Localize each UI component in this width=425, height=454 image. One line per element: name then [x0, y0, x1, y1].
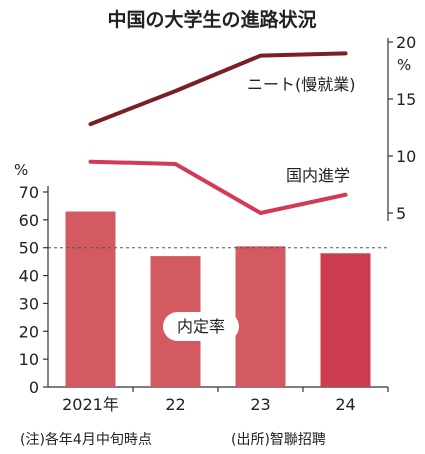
series-label-neet: ニート(慢就業) — [247, 75, 356, 94]
left-tick-label-7: 70 — [19, 183, 39, 202]
right-tick-label-1: 10 — [396, 147, 416, 166]
left-tick-label-0: 0 — [29, 378, 39, 397]
right-tick-label-0: 5 — [396, 204, 406, 223]
x-tick-labels: 2021年 22 23 24 — [62, 387, 389, 414]
right-axis-unit: % — [397, 56, 411, 74]
bar-series-label: 内定率 — [177, 317, 225, 336]
right-axis: 5 10 15 20 — [387, 33, 416, 223]
left-tick-label-1: 10 — [19, 350, 39, 369]
left-tick-label-5: 50 — [19, 239, 39, 258]
chart-source: (出所)智聯招聘 — [231, 432, 326, 448]
series-label-domestic-study: 国内進学 — [286, 166, 350, 185]
lines — [88, 51, 348, 215]
right-tick-label-2: 15 — [396, 90, 416, 109]
bars — [65, 211, 371, 387]
x-tick-label-0: 2021年 — [62, 395, 119, 414]
left-tick-label-2: 20 — [19, 322, 39, 341]
bar-2 — [235, 246, 286, 387]
x-tick-label-3: 24 — [335, 395, 355, 414]
bar-3 — [320, 253, 371, 387]
bar-series-label-pill — [163, 312, 239, 341]
right-tick-label-3: 20 — [396, 33, 416, 52]
bar-0 — [65, 211, 116, 387]
left-axis-unit: % — [14, 161, 28, 179]
x-tick-label-1: 22 — [165, 395, 185, 414]
chart-title: 中国の大学生の進路状況 — [107, 8, 316, 31]
line-series-1 — [88, 159, 348, 215]
left-tick-label-6: 60 — [19, 211, 39, 230]
chart-note: (注)各年4月中旬時点 — [20, 432, 152, 448]
line-series-0 — [88, 51, 348, 127]
left-tick-label-3: 30 — [19, 294, 39, 313]
left-tick-label-4: 40 — [19, 267, 39, 286]
x-tick-label-2: 23 — [250, 395, 270, 414]
